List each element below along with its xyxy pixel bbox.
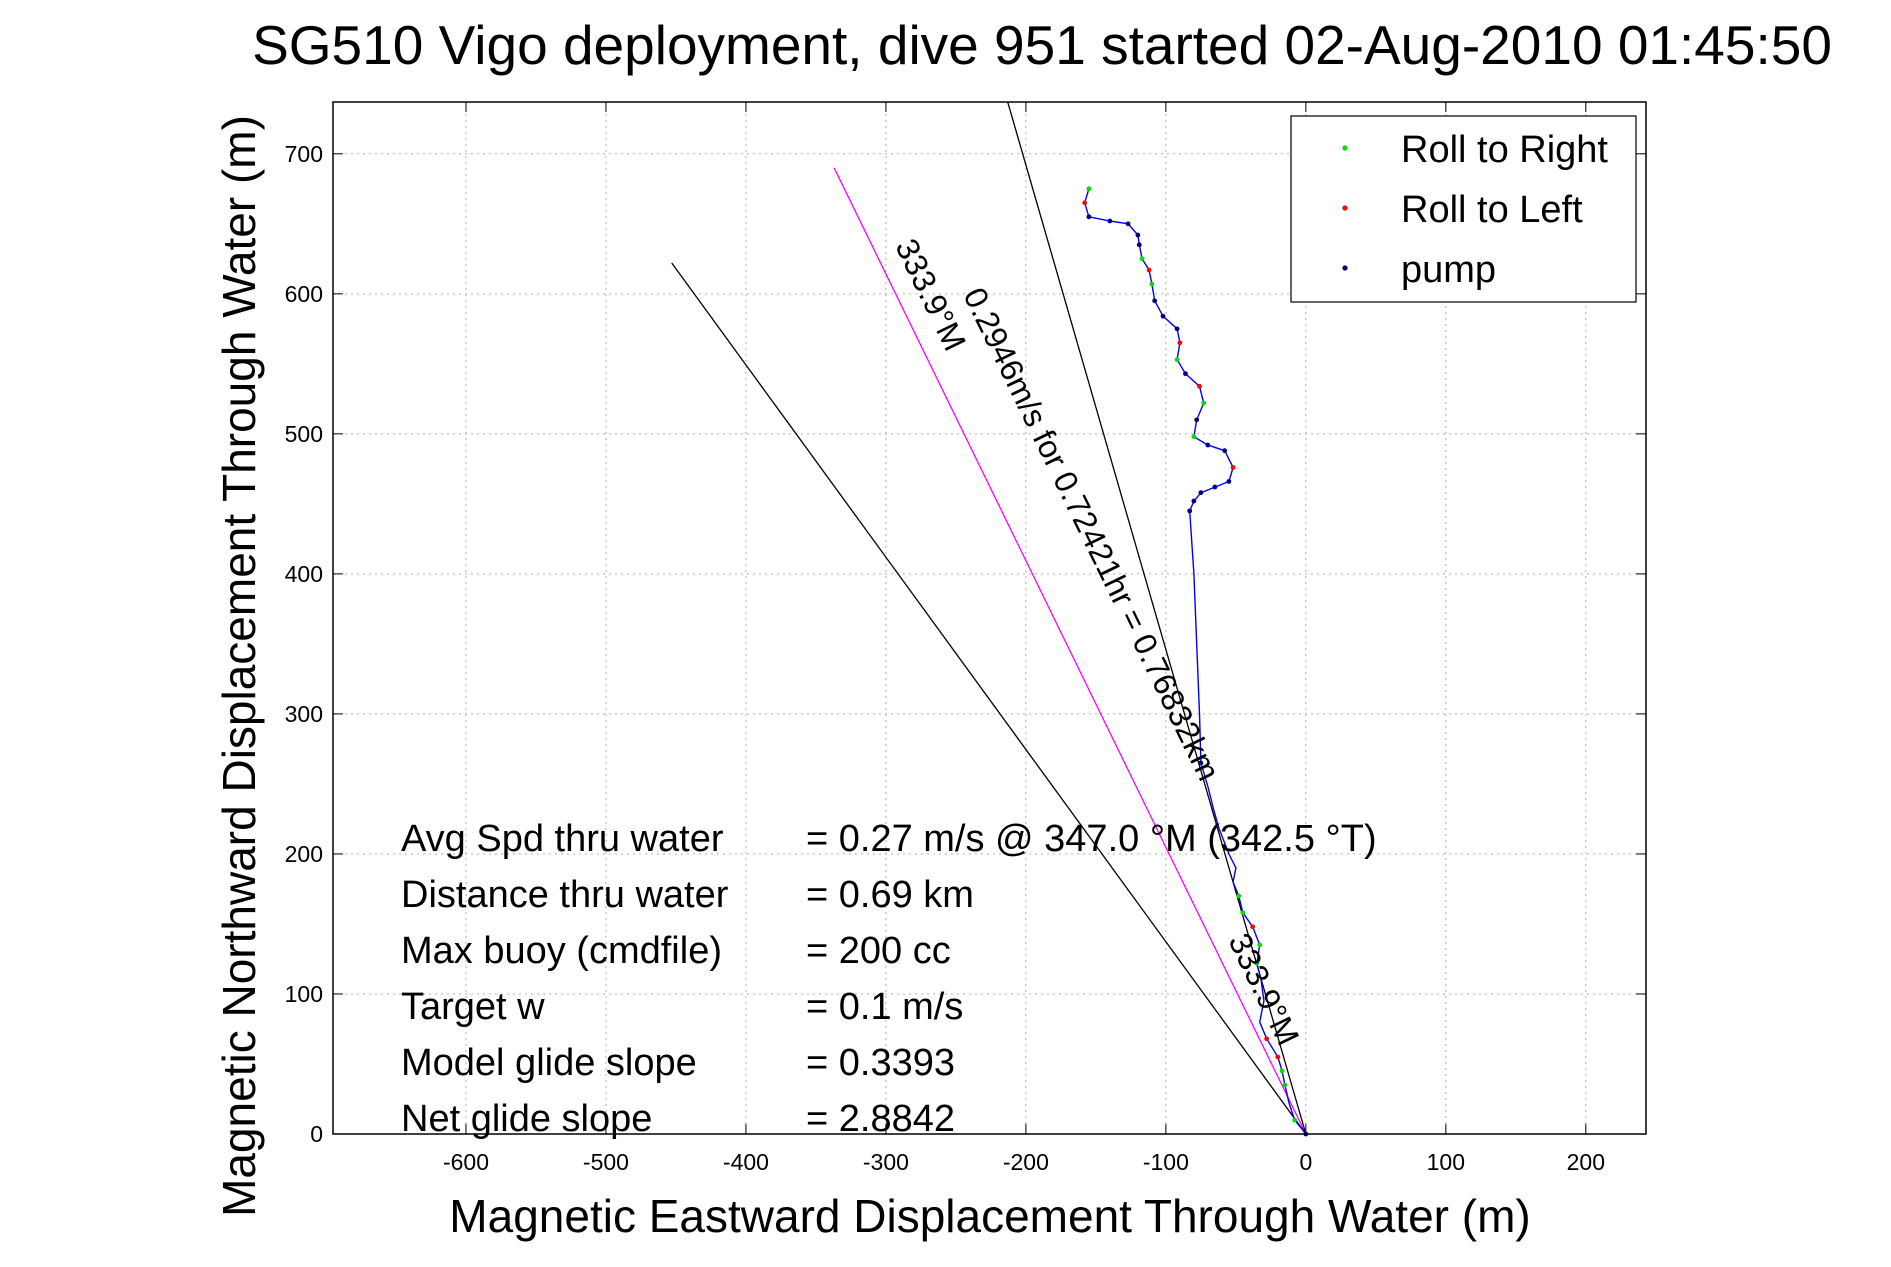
heading-line-333.9 [833,167,1307,1135]
pump-marker [1174,326,1180,332]
stats-value: = 0.27 m/s @ 347.0 °M (342.5 °T) [806,818,1377,860]
roll-right-marker [1254,960,1260,966]
track-layer [1082,186,1309,1137]
x-tick-label: -500 [583,1149,629,1175]
y-tick-label: 0 [310,1121,323,1147]
legend-label: pump [1401,249,1496,291]
roll-left-marker [1250,924,1256,930]
chart-title: SG510 Vigo deployment, dive 951 started … [252,14,1832,76]
pump-marker [1135,232,1141,238]
pump-marker [1191,498,1197,504]
pump-marker [1226,479,1232,484]
y-tick-label: 200 [285,841,323,867]
pump-marker [1152,298,1158,304]
roll-left-marker [1177,340,1183,346]
roll-left-marker [1146,267,1152,273]
x-tick-label: 200 [1567,1149,1605,1175]
roll-right-marker [1257,942,1263,948]
legend-box [1290,115,1637,303]
roll-right-marker [1279,1068,1285,1074]
stats-value: = 0.69 km [806,874,974,916]
stats-label: Target w [401,986,545,1028]
roll-left-marker [1275,1054,1281,1060]
stats-value: = 0.1 m/s [806,986,963,1028]
stats-label: Distance thru water [401,874,729,916]
roll-right-marker [1149,281,1155,287]
x-tick-label: -100 [1143,1149,1189,1175]
roll-right-marker [1282,1082,1288,1088]
y-tick-label: 600 [285,281,323,307]
roll-right-marker [1191,434,1197,440]
pump-marker [1125,221,1131,227]
pump-marker [1187,508,1193,514]
x-tick-label: 0 [1299,1149,1312,1175]
pump-marker [1205,442,1211,448]
stats-label: Avg Spd thru water [401,818,724,860]
pump-marker [1160,313,1166,319]
roll-left-marker [1082,200,1088,206]
y-tick-label: 500 [285,421,323,447]
roll-right-marker [1236,893,1242,899]
legend-label: Roll to Right [1401,129,1608,171]
pump-marker [1198,760,1204,766]
stats-value: = 0.3393 [806,1042,955,1084]
stats-value: = 200 cc [806,930,951,972]
y-axis-label: Magnetic Northward Displacement Through … [213,115,265,1217]
roll-right-marker [1292,1117,1298,1123]
pump-marker [1194,417,1200,423]
grid [333,102,1646,1135]
axis-ticks: -600 -500 -400 -300 -200 -100 0 100 200 0 100 200 30… [285,102,1646,1175]
stats-label: Net glide slope [401,1098,652,1140]
x-tick-label: -300 [863,1149,909,1175]
x-tick-label: 100 [1427,1149,1465,1175]
roll-left-marker [1197,383,1202,389]
roll-right-marker [1174,357,1180,363]
roll-right-marker [1240,910,1246,916]
legend-marker [1342,145,1348,151]
x-tick-label: -600 [443,1149,489,1175]
legend-marker [1342,205,1348,211]
roll-left-marker [1230,465,1236,470]
legend: Roll to Right Roll to Left pump [1290,115,1637,303]
y-tick-label: 100 [285,981,323,1007]
y-tick-label: 300 [285,701,323,727]
pump-marker [1212,484,1218,490]
roll-right-marker [1139,256,1145,262]
roll-right-marker [1201,400,1207,406]
x-axis-label: Magnetic Eastward Displacement Through W… [449,1190,1530,1242]
stats-label: Max buoy (cmdfile) [401,930,722,972]
pump-marker [1183,371,1188,377]
pump-marker [1222,448,1228,454]
pump-marker [1198,490,1204,496]
stats-block: Avg Spd thru water = 0.27 m/s @ 347.0 °M … [401,818,1377,1140]
plot-frame [332,101,1647,1135]
pump-marker [1107,218,1113,224]
legend-label: Roll to Left [1401,189,1583,231]
x-tick-label: -400 [723,1149,769,1175]
y-tick-label: 700 [285,141,323,167]
x-tick-label: -200 [1003,1149,1049,1175]
legend-marker [1342,265,1348,271]
roll-right-marker [1086,186,1092,192]
pump-marker [1136,242,1142,248]
roll-left-marker [1264,1036,1270,1042]
stats-value: = 2.8842 [806,1098,955,1140]
stats-label: Model glide slope [401,1042,697,1084]
y-tick-label: 400 [285,561,323,587]
pump-marker [1086,214,1092,220]
bound-line-1 [671,262,1307,1135]
